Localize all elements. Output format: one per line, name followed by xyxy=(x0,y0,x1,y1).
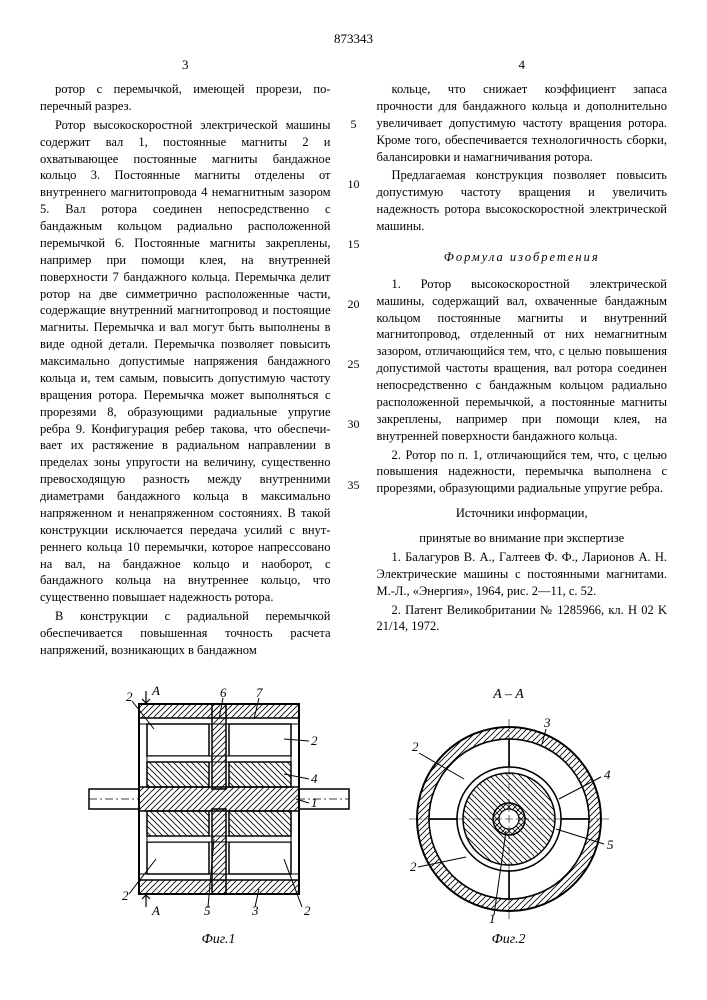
column-number-3: 3 xyxy=(40,56,331,74)
figure-2-label: Фиг.2 xyxy=(394,931,624,950)
line-num: 35 xyxy=(345,477,363,493)
svg-text:2: 2 xyxy=(412,739,419,754)
svg-text:2: 2 xyxy=(122,888,129,903)
claim-1: 1. Ротор высокоскоростной электрической … xyxy=(377,276,668,445)
figure-1-label: Фиг.1 xyxy=(84,931,354,950)
line-num: 30 xyxy=(345,416,363,432)
svg-text:A: A xyxy=(151,683,160,698)
svg-text:5: 5 xyxy=(204,903,211,918)
svg-text:2: 2 xyxy=(126,689,133,704)
figure-1: A A 2 6 7 2 4 1 2 5 3 2 xyxy=(84,679,354,950)
line-numbers-gutter: 5 10 15 20 25 30 35 xyxy=(345,56,363,661)
claim-2: 2. Ротор по п. 1, отличающийся тем, что,… xyxy=(377,447,668,498)
col4-p2: Предлагаемая конструкция позволяет повыс… xyxy=(377,167,668,235)
svg-text:7: 7 xyxy=(256,685,263,700)
column-right: 4 кольце, что снижает коэффициент запаса… xyxy=(377,56,668,661)
svg-text:5: 5 xyxy=(607,837,614,852)
svg-text:6: 6 xyxy=(220,685,227,700)
col3-p2: Ротор высокоскоростной электрической маш… xyxy=(40,117,331,606)
line-num: 20 xyxy=(345,296,363,312)
reference-2: 2. Патент Великобритании № 1285966, кл. … xyxy=(377,602,668,636)
svg-text:4: 4 xyxy=(604,767,611,782)
svg-text:2: 2 xyxy=(304,903,311,918)
svg-text:2: 2 xyxy=(410,859,417,874)
line-num: 10 xyxy=(345,176,363,192)
line-num: 25 xyxy=(345,356,363,372)
figure-2-section-label: A – A xyxy=(394,686,624,705)
references-heading-1: Источники информации, xyxy=(377,505,668,522)
svg-text:2: 2 xyxy=(311,733,318,748)
column-number-4: 4 xyxy=(377,56,668,74)
references-heading-2: принятые во внимание при экспертизе xyxy=(377,530,668,547)
figures-row: A A 2 6 7 2 4 1 2 5 3 2 xyxy=(40,679,667,970)
figure-1-svg: A A 2 6 7 2 4 1 2 5 3 2 xyxy=(84,679,354,929)
svg-text:1: 1 xyxy=(311,795,318,810)
svg-text:3: 3 xyxy=(543,715,551,730)
line-num: 15 xyxy=(345,236,363,252)
svg-text:4: 4 xyxy=(311,771,318,786)
figure-2: A – A xyxy=(394,686,624,950)
text-columns: 3 ротор с перемычкой, имеющей прорези, п… xyxy=(40,56,667,661)
col4-p1: кольце, что снижает коэффициент запаса п… xyxy=(377,81,668,165)
column-left: 3 ротор с перемычкой, имеющей прорези, п… xyxy=(40,56,331,661)
doc-number: 873343 xyxy=(40,30,667,48)
line-num: 5 xyxy=(345,116,363,132)
reference-1: 1. Балагуров В. А., Галтеев Ф. Ф., Ла­ри… xyxy=(377,549,668,600)
col3-p3: В конструкции с радиальной перемычкой об… xyxy=(40,608,331,659)
col3-p1: ротор с перемычкой, имеющей прорези, по­… xyxy=(40,81,331,115)
svg-text:A: A xyxy=(151,903,160,918)
page: 873343 3 ротор с перемычкой, имеющей про… xyxy=(0,0,707,980)
figure-2-svg: 2 3 4 5 2 1 xyxy=(394,709,624,929)
formula-heading: Формула изобретения xyxy=(377,249,668,266)
